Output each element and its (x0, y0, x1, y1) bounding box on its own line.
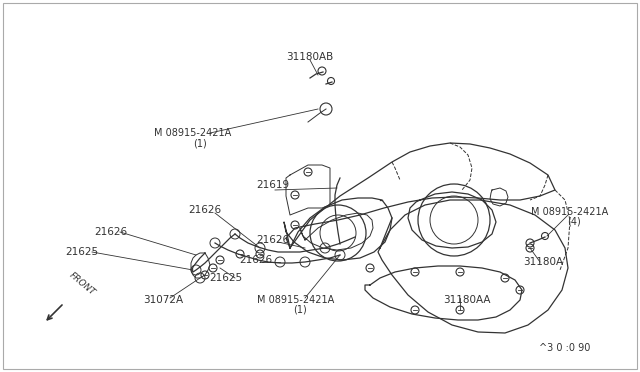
Text: M 08915-2421A: M 08915-2421A (154, 128, 232, 138)
Text: ^3 0 :0 90: ^3 0 :0 90 (540, 343, 591, 353)
Text: (1): (1) (193, 138, 207, 148)
Text: M 08915-2421A: M 08915-2421A (257, 295, 335, 305)
Text: 21626: 21626 (239, 255, 273, 265)
Text: M 08915-2421A: M 08915-2421A (531, 207, 609, 217)
Text: 31180AB: 31180AB (286, 52, 333, 62)
Text: 21626: 21626 (257, 235, 289, 245)
Text: 31072A: 31072A (143, 295, 183, 305)
Text: 21626: 21626 (95, 227, 127, 237)
Text: 21626: 21626 (188, 205, 221, 215)
Text: 31180AA: 31180AA (444, 295, 491, 305)
Text: FRONT: FRONT (67, 270, 97, 297)
Text: 31180A: 31180A (523, 257, 563, 267)
Text: 21619: 21619 (257, 180, 289, 190)
Text: (1): (1) (293, 305, 307, 315)
Text: (4): (4) (567, 217, 581, 227)
Text: 21625: 21625 (65, 247, 99, 257)
Text: 21625: 21625 (209, 273, 243, 283)
